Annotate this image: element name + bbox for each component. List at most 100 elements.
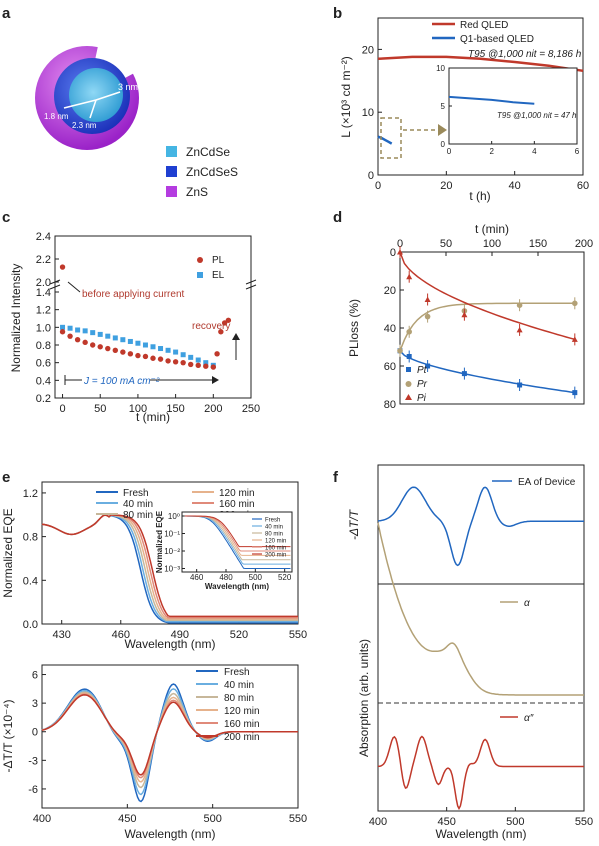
chart-f-frame: [377, 464, 585, 812]
chart-c-pl-point: [127, 351, 134, 357]
chart-f: 400 450 500 550 Wavelength (nm) -ΔT/T Absor…: [347, 464, 593, 841]
chart-c-el-point: [60, 324, 66, 330]
chart-c-pl-point: [187, 361, 194, 368]
chart-c-j-arrowhead: [212, 376, 219, 384]
chart-c-el-point: [105, 333, 111, 339]
chart-d-ytick-label: 20: [384, 285, 396, 297]
chart-d-pt-point: [461, 371, 467, 377]
panel-label-b: b: [333, 5, 342, 22]
radius-arrow-23nm: [89, 99, 97, 119]
chart-c-pl-point: [214, 351, 220, 357]
chart-f-legend-ea: EA of Device: [518, 477, 576, 488]
chart-e-inset-legend-label-1: 40 min: [265, 525, 283, 531]
chart-b-ytick-label: 20: [362, 44, 374, 56]
chart-d-pi-point: [461, 311, 468, 318]
chart-b-inset-xtick-label: 4: [532, 147, 537, 156]
chart-b-inset-series: [448, 95, 535, 105]
chart-c-ylabel: Normalized Intensity: [9, 264, 23, 373]
chart-c-ytick-label: 0.2: [36, 393, 51, 405]
chart-c-el-point: [142, 342, 148, 348]
chart-c-annot-arrow: [67, 281, 81, 293]
chart-c-pl-point: [59, 329, 66, 335]
chart-d-pt-point: [517, 382, 523, 388]
chart-c-pl-point: [74, 337, 81, 343]
chart-g-legend-label-4: 160 min: [224, 719, 260, 730]
chart-g-legend-label-2: 80 min: [224, 693, 254, 704]
chart-e-xtick-label: 550: [289, 629, 307, 641]
chart-b-xtick-label: 40: [509, 180, 521, 192]
chart-d-pi-point: [397, 249, 403, 255]
chart-c-el-point: [127, 338, 133, 344]
chart-d-xtick-label: 100: [483, 238, 501, 250]
chart-c-el-point: [135, 340, 141, 346]
panel-label-a: a: [2, 5, 11, 22]
chart-e-inset-xlabel: Wavelength (nm): [205, 582, 269, 591]
chart-e-ytick-label: 1.2: [23, 488, 38, 500]
chart-e-legend-label-1: 40 min: [123, 499, 153, 510]
chart-b-xtick-label: 0: [375, 180, 381, 192]
chart-c-xtick-label: 150: [166, 403, 184, 415]
chart-c-pl-point: [172, 359, 179, 365]
chart-g-ytick-label: -3: [28, 755, 38, 767]
chart-c-legend-pl: PL: [212, 255, 225, 266]
chart-d-xlabel: t (min): [475, 222, 509, 236]
chart-c-frame: [54, 235, 252, 399]
chart-c-pl-point: [105, 345, 111, 352]
chart-e-inset-ytick-label: 10⁻³: [164, 565, 180, 574]
chart-b-inset-annotation: T95 @1,000 nit = 47 h: [497, 111, 577, 120]
panel-label-f: f: [333, 469, 339, 486]
chart-c-xtick-label: 250: [242, 403, 260, 415]
chart-g-ytick-label: 3: [32, 698, 38, 710]
chart-d-xtick-label: 0: [397, 238, 403, 250]
chart-c-pl-point: [210, 364, 217, 370]
legend-label-zncdses: ZnCdSeS: [186, 165, 238, 179]
chart-d-legend-pt: Pt: [417, 365, 428, 376]
qd-legend: ZnCdSe ZnCdSeS ZnS: [166, 145, 238, 199]
chart-g-xtick-label: 500: [203, 813, 221, 825]
chart-g-series-5: [41, 694, 298, 776]
chart-b-xtick-label: 60: [577, 180, 589, 192]
chart-f-xtick-label: 500: [506, 816, 524, 828]
chart-d-ytick-label: 40: [384, 323, 396, 335]
panel-label-e: e: [2, 469, 10, 486]
chart-g-xtick-label: 400: [33, 813, 51, 825]
chart-c-ytick-label: 2.4: [36, 231, 51, 243]
chart-e: 430 460 490 520 550 0.0 0.4 0.8 1.2 Wavelength (…: [1, 481, 307, 651]
chart-d-legend-pt-marker: [406, 367, 411, 372]
chart-e-inset-legend-label-3: 120 min: [265, 539, 286, 545]
chart-b-zoom-box: [380, 117, 402, 159]
chart-c-el-point: [97, 331, 103, 337]
chart-d-fit-2: [399, 251, 575, 341]
chart-e-legend-label-0: Fresh: [123, 488, 149, 499]
chart-f-xtick-label: 550: [575, 816, 593, 828]
zncdse-core: [69, 68, 123, 122]
chart-c-axis-break-left: [49, 279, 61, 290]
chart-g-xtick-label: 550: [289, 813, 307, 825]
chart-c-ytick-label: 1.4: [36, 287, 51, 299]
chart-e-inset-legend-label-0: Fresh: [265, 518, 280, 524]
panel-label-d: d: [333, 209, 342, 226]
chart-c-el-point: [180, 352, 186, 358]
chart-c-pl-point: [150, 355, 156, 361]
chart-e-inset-legend-label-5: 200 min: [265, 553, 286, 559]
chart-e-legend-label-3: 120 min: [219, 488, 255, 499]
chart-c-pl-point: [82, 339, 88, 346]
chart-g-series-2: [41, 691, 298, 789]
chart-f-ylabel-bottom: Absorption (arb. units): [357, 639, 371, 757]
chart-e-inset-ytick-label: 10⁻¹: [164, 530, 180, 539]
chart-e-xtick-label: 430: [53, 629, 71, 641]
chart-c-legend-el-marker: [197, 272, 203, 278]
legend-label-zns: ZnS: [186, 185, 208, 199]
chart-c-ytick-label: 0.8: [36, 340, 51, 352]
chart-c-xlabel: t (min): [136, 410, 170, 424]
chart-c-pl-point: [218, 329, 224, 335]
chart-c-pl-point: [221, 320, 228, 326]
chart-e-xlabel: Wavelength (nm): [125, 637, 216, 651]
chart-d-pi-point: [516, 326, 523, 333]
chart-b-inset-xtick-label: 2: [489, 147, 494, 156]
chart-d-pr-point: [424, 313, 431, 320]
panel-label-c: c: [2, 209, 10, 226]
chart-d-frame: [399, 251, 585, 405]
chart-c-pl-point: [142, 353, 149, 360]
